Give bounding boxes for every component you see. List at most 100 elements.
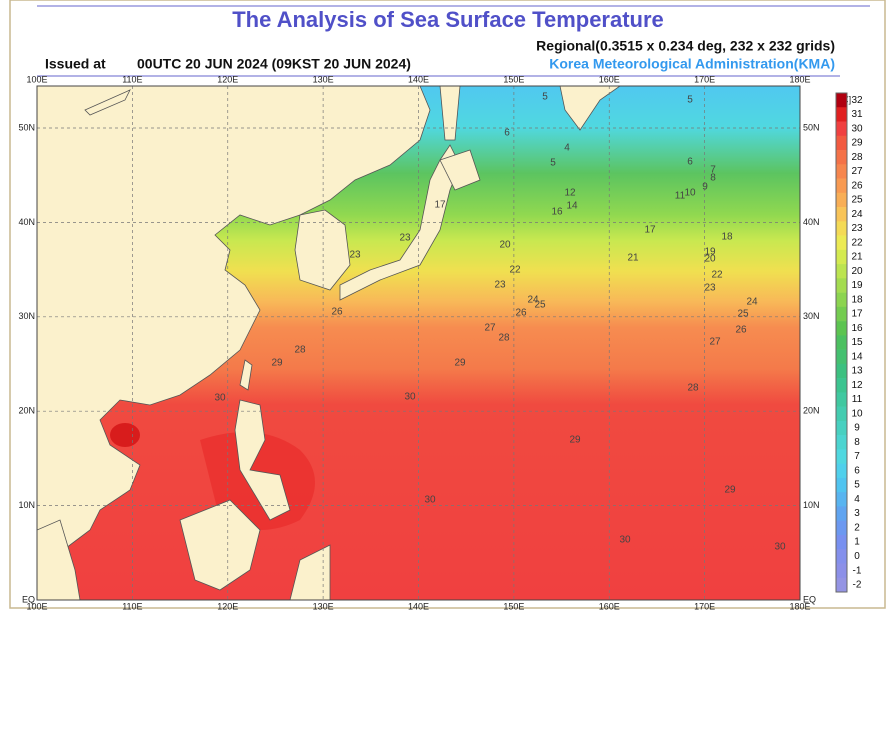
- colorbar-border: [835, 92, 848, 593]
- lon-label-top: 100E: [26, 74, 47, 84]
- contour-label: 16: [551, 207, 563, 218]
- land: [37, 86, 621, 600]
- colorbar-label: 10: [851, 408, 863, 419]
- lat-label-left: 20N: [18, 406, 35, 416]
- contour-label: 23: [494, 280, 506, 291]
- colorbar-swatch: [836, 435, 847, 450]
- contour-label: 23: [399, 233, 411, 244]
- frame: [9, 0, 886, 609]
- lon-label-top: 150E: [503, 74, 524, 84]
- colorbar-label: 0: [854, 551, 860, 562]
- contour-label: 18: [721, 232, 733, 243]
- colorbar-label: 29: [851, 138, 863, 149]
- colorbar-swatch: [836, 349, 847, 365]
- lon-label-top: 110E: [122, 74, 142, 84]
- colorbar-label: 1: [854, 537, 860, 548]
- colorbar-label: 2: [854, 522, 860, 533]
- colorbar-label: 32: [851, 95, 863, 106]
- contour-label: 25: [737, 309, 749, 320]
- colorbar-swatch: [836, 135, 847, 151]
- lon-label-top: 160E: [599, 74, 620, 84]
- contour-label: 19: [704, 247, 716, 258]
- lon-label-bottom: 140E: [408, 601, 429, 611]
- colorbar-swatch: [836, 192, 847, 208]
- contour-label: 17: [434, 200, 446, 211]
- contour-label: 17: [644, 225, 656, 236]
- lon-label-top: 140E: [408, 74, 429, 84]
- colorbar-label: 18: [851, 294, 863, 305]
- colorbar-label: 26: [851, 180, 863, 191]
- contour-label: 29: [271, 358, 283, 369]
- lat-label-right: 30N: [803, 311, 820, 321]
- colorbar-label: -2: [853, 580, 862, 591]
- colorbar-label: 22: [851, 237, 863, 248]
- colorbar-label: 31: [851, 109, 863, 120]
- colorbar-label: 9: [854, 423, 860, 434]
- lon-label-bottom: 170E: [694, 601, 715, 611]
- colorbar-label: 21: [851, 252, 863, 263]
- colorbar-label: 8: [854, 437, 860, 448]
- graticule: [37, 86, 800, 600]
- colorbar-swatch: [836, 534, 847, 550]
- colorbar-label: 19: [851, 280, 863, 291]
- lat-label-right: 50N: [803, 122, 820, 132]
- colorbar-label: 15: [851, 337, 863, 348]
- warm-patch: [110, 423, 140, 447]
- contour-label: 8: [710, 173, 716, 184]
- contour-label: 27: [484, 323, 496, 334]
- colorbar-label: 30: [851, 123, 863, 134]
- lat-label-right: 10N: [803, 500, 820, 510]
- lon-label-bottom: 180E: [789, 601, 810, 611]
- colorbar-swatch: [836, 93, 847, 108]
- lon-label-bottom: 160E: [599, 601, 620, 611]
- colorbar-label: 28: [851, 152, 863, 163]
- contour-label: 14: [566, 201, 578, 212]
- colorbar-swatch: [836, 378, 847, 393]
- issued-time: 00UTC 20 JUN 2024 (09KST 20 JUN 2024): [137, 56, 411, 72]
- contour-label: 30: [404, 392, 416, 403]
- lat-label-right: 20N: [803, 406, 820, 416]
- colorbar-label: 20: [851, 266, 863, 277]
- colorbar-label: 6: [854, 465, 860, 476]
- colorbar-swatch: [836, 107, 847, 122]
- lat-label-right: EQ: [803, 594, 816, 604]
- contour-label: 30: [774, 542, 786, 553]
- colorbar-swatch: [836, 335, 847, 350]
- contour-label: 26: [735, 325, 747, 336]
- lon-label-top: 130E: [313, 74, 334, 84]
- lon-label-top: 170E: [694, 74, 715, 84]
- colorbar-label: 27: [851, 166, 863, 177]
- contour-label: 12: [564, 188, 576, 199]
- contour-label: 28: [687, 383, 699, 394]
- contour-label: 5: [550, 158, 556, 169]
- contour-label: 6: [504, 128, 510, 139]
- contour-label: 4: [564, 143, 570, 154]
- title: The Analysis of Sea Surface Temperature: [232, 7, 664, 32]
- regional: Regional(0.3515 x 0.234 deg, 232 x 232 g…: [536, 38, 835, 54]
- agency: Korea Meteorological Administration(KMA): [549, 56, 835, 72]
- colorbar-swatch: [836, 292, 847, 308]
- colorbar-label: 3: [854, 508, 860, 519]
- colorbar-swatch: [836, 164, 847, 179]
- colorbar-swatch: [836, 520, 847, 536]
- contour-label: 30: [424, 495, 436, 506]
- contour-label: 5: [687, 95, 693, 106]
- colorbar-label: 12: [851, 380, 863, 391]
- lon-label-top: 120E: [217, 74, 238, 84]
- contour-label: 29: [569, 435, 581, 446]
- contour-label: 6: [687, 157, 693, 168]
- colorbar-swatch: [836, 264, 847, 279]
- contour-label: 29: [454, 358, 466, 369]
- lat-label-left: 30N: [18, 311, 35, 321]
- contour-label: 25: [534, 300, 546, 311]
- colorbar-label: 16: [851, 323, 863, 334]
- contour-label: 30: [214, 393, 226, 404]
- colorbar-label: 17: [851, 309, 863, 320]
- colorbar-label: 4: [854, 494, 860, 505]
- contour-label: 28: [498, 333, 510, 344]
- colorbar-swatch: [836, 563, 847, 579]
- colorbar-swatch: [836, 363, 847, 379]
- contour-label: 11: [675, 191, 686, 202]
- colorbar-swatch: [836, 449, 847, 464]
- lon-label-bottom: 100E: [26, 601, 47, 611]
